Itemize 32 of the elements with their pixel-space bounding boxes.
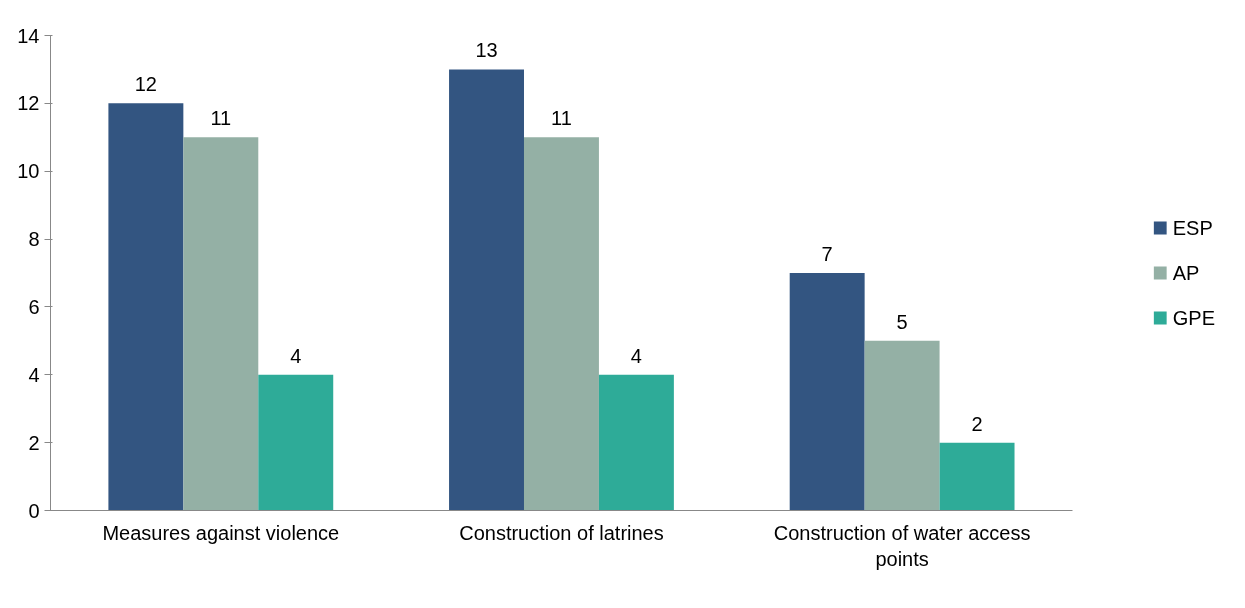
x-tick-label: Measures against violence [102, 521, 340, 544]
data-label: 12 [134, 73, 158, 96]
y-tick-label: 10 [17, 160, 40, 183]
y-tick-label: 14 [17, 24, 40, 47]
y-tick-label: 6 [28, 295, 40, 318]
y-tick-label: 2 [28, 431, 40, 454]
bar [939, 442, 1015, 511]
data-label: 11 [551, 107, 572, 130]
data-label: 13 [475, 39, 498, 62]
bar [108, 103, 184, 511]
bar [183, 137, 259, 511]
data-label: 7 [821, 243, 833, 265]
legend-label: ESP [1172, 216, 1213, 239]
x-tick-label: Construction of latrines [459, 521, 664, 544]
bar [523, 137, 599, 511]
data-label: 11 [210, 107, 232, 130]
y-tick-label: 0 [28, 499, 40, 522]
y-tick-label: 4 [28, 363, 40, 386]
bar [789, 273, 865, 511]
data-label: 4 [630, 344, 642, 367]
data-label: 4 [290, 344, 302, 367]
legend-label: AP [1172, 261, 1200, 284]
bar [598, 374, 674, 511]
y-tick-label: 8 [28, 228, 40, 251]
bar [449, 69, 524, 511]
data-label: 5 [896, 310, 908, 333]
x-tick-label: Construction of water access points [773, 521, 1031, 570]
bar [258, 374, 334, 511]
data-label: 2 [971, 412, 983, 435]
y-tick-label: 12 [17, 92, 40, 115]
legend-label: GPE [1172, 306, 1215, 329]
bar [864, 340, 940, 511]
